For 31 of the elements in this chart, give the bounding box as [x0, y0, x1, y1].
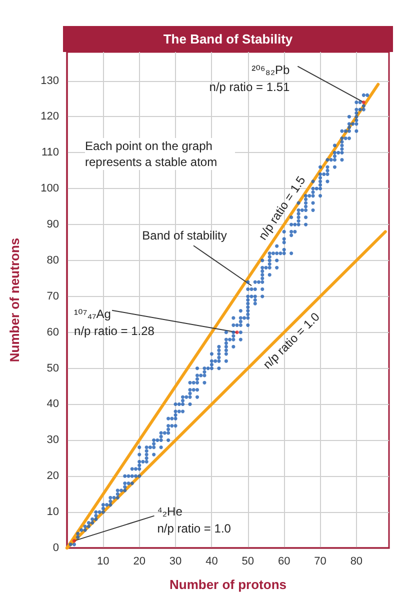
- x-tick-label: 10: [97, 556, 110, 568]
- x-axis-title: Number of protons: [170, 577, 286, 592]
- y-tick-label: 120: [40, 110, 59, 123]
- y-tick-label: 50: [46, 362, 59, 374]
- y-tick-label: 0: [52, 542, 59, 554]
- y-tick-label: 30: [46, 434, 59, 446]
- text: n/p ratio = 1.0: [260, 310, 323, 372]
- x-tick-label: 70: [314, 556, 326, 568]
- x-tick-label: 40: [206, 556, 218, 568]
- y-tick-label: 100: [40, 182, 59, 195]
- y-tick-label: 20: [46, 470, 59, 482]
- annotation: ⁴₂He n/p ratio = 1.0: [157, 504, 232, 536]
- y-tick-label: 40: [46, 398, 59, 410]
- x-tick-label: 20: [133, 556, 146, 568]
- chart-title: The Band of Stability: [163, 32, 294, 46]
- annotation: ²⁰⁶₈₂Pb n/p ratio = 1.51: [209, 62, 290, 94]
- x-tick-label: 80: [350, 556, 363, 568]
- y-tick-label: 60: [46, 326, 59, 338]
- y-tick-label: 110: [41, 146, 59, 159]
- annotation: ¹⁰⁷₄₇Ag n/p ratio = 1.28: [74, 306, 155, 338]
- y-tick-label: 80: [46, 254, 59, 266]
- x-tick-label: 60: [278, 556, 290, 568]
- annotation: Each point on the graph represents a stable atom: [85, 139, 218, 169]
- x-tick-label: 50: [242, 556, 254, 568]
- y-tick-label: 70: [46, 290, 59, 302]
- y-axis-title: Number of neutrons: [7, 238, 22, 362]
- y-tick-label: 90: [46, 218, 59, 231]
- y-tick-label: 10: [46, 506, 59, 518]
- x-tick-label: 30: [169, 556, 182, 568]
- annotation: Band of stability: [142, 228, 227, 243]
- y-tick-label: 130: [40, 74, 59, 87]
